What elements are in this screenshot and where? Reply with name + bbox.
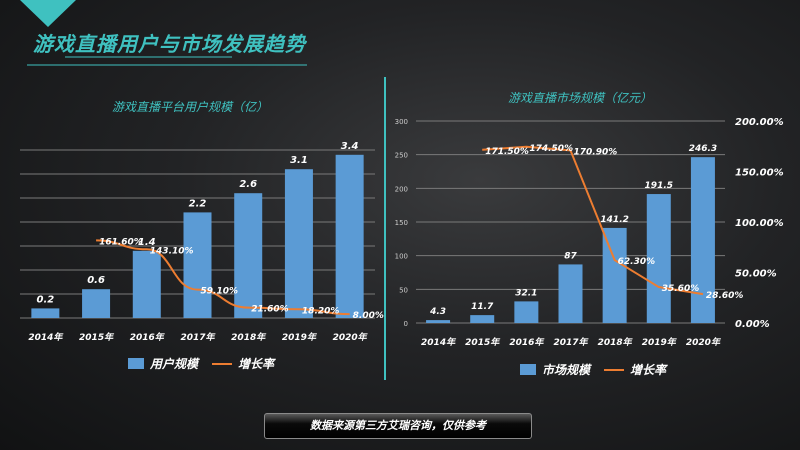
y-tick-label: 300: [395, 118, 408, 126]
bar: [82, 289, 111, 318]
source-note: 数据来源第三方艾瑞咨询，仅供参考: [264, 413, 532, 439]
y-tick-label: 200: [395, 185, 408, 193]
legend-bar-label: 市场规模: [542, 363, 591, 377]
bar: [132, 250, 161, 318]
y-tick-label: 250: [395, 152, 408, 160]
bar-value-label: 87: [564, 251, 577, 261]
x-tick-label: 2018年: [598, 337, 634, 348]
legend-market: 市场规模 增长率: [520, 361, 666, 378]
bar-value-label: 11.7: [471, 302, 494, 312]
growth-rate-label: 21.60%: [251, 305, 289, 315]
growth-rate-label: 18.20%: [302, 306, 340, 316]
growth-rate-label: 59.10%: [201, 287, 239, 297]
x-tick-label: 2018年: [231, 332, 267, 343]
x-tick-label: 2015年: [465, 337, 501, 348]
y2-tick-label: 200.00%: [735, 117, 784, 128]
x-tick-label: 2014年: [421, 337, 457, 348]
y2-tick-label: 50.00%: [735, 269, 777, 280]
x-tick-label: 2017年: [180, 332, 216, 343]
page-title: 游戏直播用户与市场发展趋势: [33, 32, 306, 56]
bar-value-label: 32.1: [515, 288, 537, 298]
bar-value-label: 141.2: [600, 215, 628, 225]
growth-rate-label: 62.30%: [618, 257, 656, 267]
legend-users: 用户规模 增长率: [128, 355, 274, 372]
bar: [426, 320, 451, 323]
bar-value-label: 191.5: [645, 181, 673, 191]
growth-rate-label: 171.50%: [485, 147, 529, 157]
bar: [470, 315, 495, 323]
legend-line-swatch: [212, 362, 233, 365]
chart-title-users: 游戏直播平台用户规模（亿）: [112, 100, 269, 114]
growth-rate-label: 28.60%: [706, 291, 744, 301]
bar-value-label: 2.6: [239, 179, 257, 190]
y-tick-label: 50: [399, 286, 408, 294]
x-tick-label: 2015年: [79, 332, 115, 343]
bar-value-label: 2.2: [189, 198, 207, 209]
y-tick-label: 150: [395, 219, 408, 227]
bar-value-label: 3.1: [290, 155, 308, 166]
growth-rate-label: 35.60%: [662, 284, 700, 294]
bar-value-label: 3.4: [341, 141, 359, 152]
y-tick-label: 0: [404, 320, 408, 328]
bar: [234, 193, 263, 318]
legend-line-label: 增长率: [238, 357, 275, 371]
growth-rate-label: 170.90%: [574, 147, 618, 157]
bar: [335, 154, 364, 318]
bar-value-label: 0.2: [36, 294, 54, 305]
growth-rate-line: [482, 145, 704, 296]
legend-bar-label: 用户规模: [150, 357, 199, 371]
bar-value-label: 1.4: [138, 237, 156, 248]
bar: [284, 169, 313, 318]
growth-rate-label: 143.10%: [150, 246, 194, 256]
y2-tick-label: 150.00%: [735, 168, 784, 179]
y2-tick-label: 0.00%: [735, 319, 770, 330]
growth-rate-label: 161.60%: [99, 237, 143, 247]
bar: [183, 212, 212, 318]
x-tick-label: 2019年: [282, 332, 318, 343]
bar-value-label: 4.3: [429, 307, 446, 317]
x-tick-label: 2014年: [28, 332, 64, 343]
bar: [31, 308, 60, 318]
legend-line-swatch: [604, 368, 625, 371]
bar: [602, 227, 627, 323]
growth-rate-label: 8.00%: [353, 311, 384, 321]
x-tick-label: 2020年: [686, 337, 722, 348]
bar: [646, 194, 671, 323]
legend-line-label: 增长率: [630, 363, 667, 377]
user-scale-chart: 0.2 2014年 0.6 2015年 1.4 2016年 2.2 2017年 2.6 2018年…: [20, 141, 384, 343]
y-tick-label: 100: [395, 253, 408, 261]
growth-rate-label: 174.50%: [529, 144, 573, 154]
bar-value-label: 0.6: [87, 275, 105, 286]
growth-rate-line: [96, 239, 350, 316]
x-tick-label: 2016年: [130, 332, 166, 343]
bar: [514, 301, 539, 323]
legend-bar-swatch: [128, 358, 144, 369]
corner-triangle: [20, 0, 76, 27]
x-tick-label: 2020年: [333, 332, 369, 343]
x-tick-label: 2016年: [509, 337, 545, 348]
chart-title-market: 游戏直播市场规模（亿元）: [508, 91, 653, 105]
bar: [558, 264, 583, 323]
y2-tick-label: 100.00%: [735, 218, 784, 229]
x-tick-label: 2017年: [553, 337, 589, 348]
legend-bar-swatch: [520, 364, 536, 375]
market-scale-chart: 0 50 100 150 200 250 300 0.00% 50.00% 100.00% 150.…: [395, 117, 784, 348]
bar-value-label: 246.3: [689, 144, 717, 154]
x-tick-label: 2019年: [642, 337, 678, 348]
bar: [690, 157, 715, 323]
